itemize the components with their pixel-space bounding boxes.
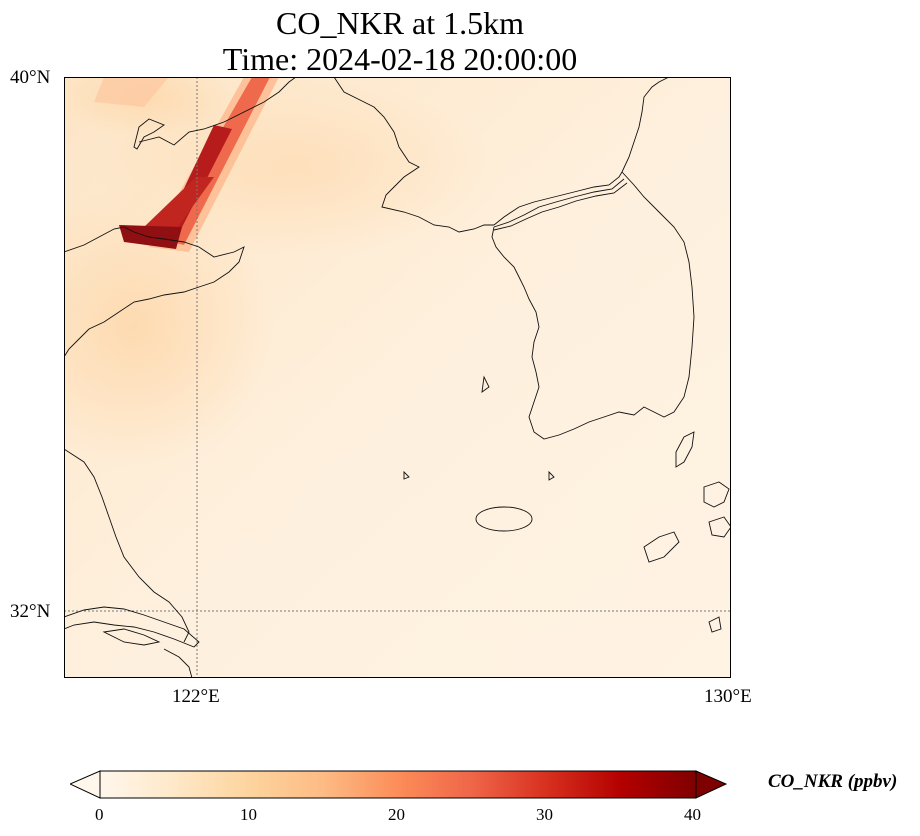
colorbar-tick-20: 20	[388, 805, 405, 824]
colorbar-extend-min	[70, 770, 101, 799]
colorbar-label: CO_NKR (ppbv)	[768, 771, 898, 792]
map-title-line2: Time: 2024-02-18 20:00:00	[222, 41, 578, 77]
colorbar-tick-0: 0	[95, 805, 104, 824]
colorbar-gradient	[99, 770, 697, 799]
lat-label-40n: 40°N	[10, 67, 51, 88]
map-title-line1: CO_NKR at 1.5km	[276, 5, 524, 41]
elevated-area	[64, 187, 274, 467]
colorbar-tick-40: 40	[684, 805, 701, 824]
map-border	[64, 77, 731, 678]
colorbar-tick-10: 10	[240, 805, 257, 824]
map-panel	[64, 77, 731, 678]
colorbar-tick-30: 30	[536, 805, 553, 824]
lat-label-32n: 32°N	[10, 601, 51, 622]
colorbar-extend-max	[695, 770, 728, 799]
lon-label-122e: 122°E	[172, 686, 220, 707]
coastlines	[64, 77, 731, 678]
colorbar	[70, 770, 728, 799]
lon-label-130e: 130°E	[704, 686, 752, 707]
